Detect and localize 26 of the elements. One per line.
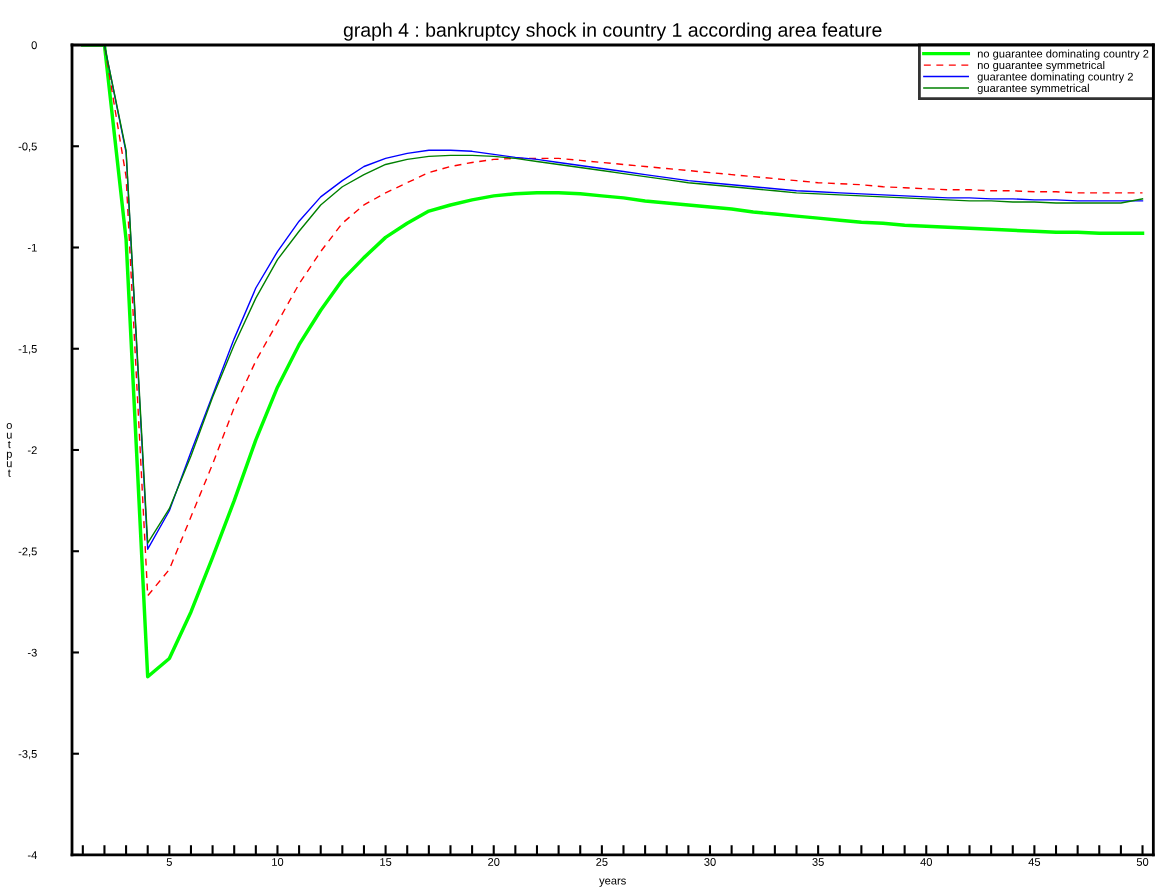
x-tick-label: 45 (1028, 858, 1041, 866)
legend-label: guarantee symmetrical (977, 83, 1089, 95)
y-tick-label: -0,5 (18, 142, 37, 152)
x-tick-label: 25 (596, 858, 608, 866)
x-axis-title: years (599, 878, 626, 887)
y-tick-label: -2,5 (18, 547, 37, 557)
x-tick-label: 10 (272, 858, 284, 866)
x-tick-label: 40 (920, 858, 932, 866)
x-tick-label: 35 (812, 858, 824, 866)
y-tick-label: -3,5 (18, 749, 37, 760)
legend-label: guarantee dominating country 2 (977, 72, 1133, 83)
x-tick-label: 15 (380, 858, 392, 866)
y-tick-label: -2 (27, 446, 37, 455)
y-tick-label: -4 (27, 851, 37, 859)
y-tick-label: -1,5 (18, 345, 37, 355)
chart-title: graph 4 : bankruptcy shock in country 1 according area feature (343, 22, 882, 41)
x-tick-label: 20 (488, 858, 500, 866)
y-tick-label: -3 (27, 648, 37, 657)
y-tick-label: 0 (31, 41, 37, 50)
legend-label: no guarantee symmetrical (977, 60, 1105, 72)
x-tick-label: 30 (704, 858, 716, 866)
x-tick-label: 50 (1136, 858, 1149, 866)
x-tick-label: 5 (166, 858, 172, 866)
y-tick-label: -1 (27, 243, 37, 252)
legend-label: no guarantee dominating country 2 (977, 49, 1149, 60)
y-axis-title: output (6, 423, 12, 477)
